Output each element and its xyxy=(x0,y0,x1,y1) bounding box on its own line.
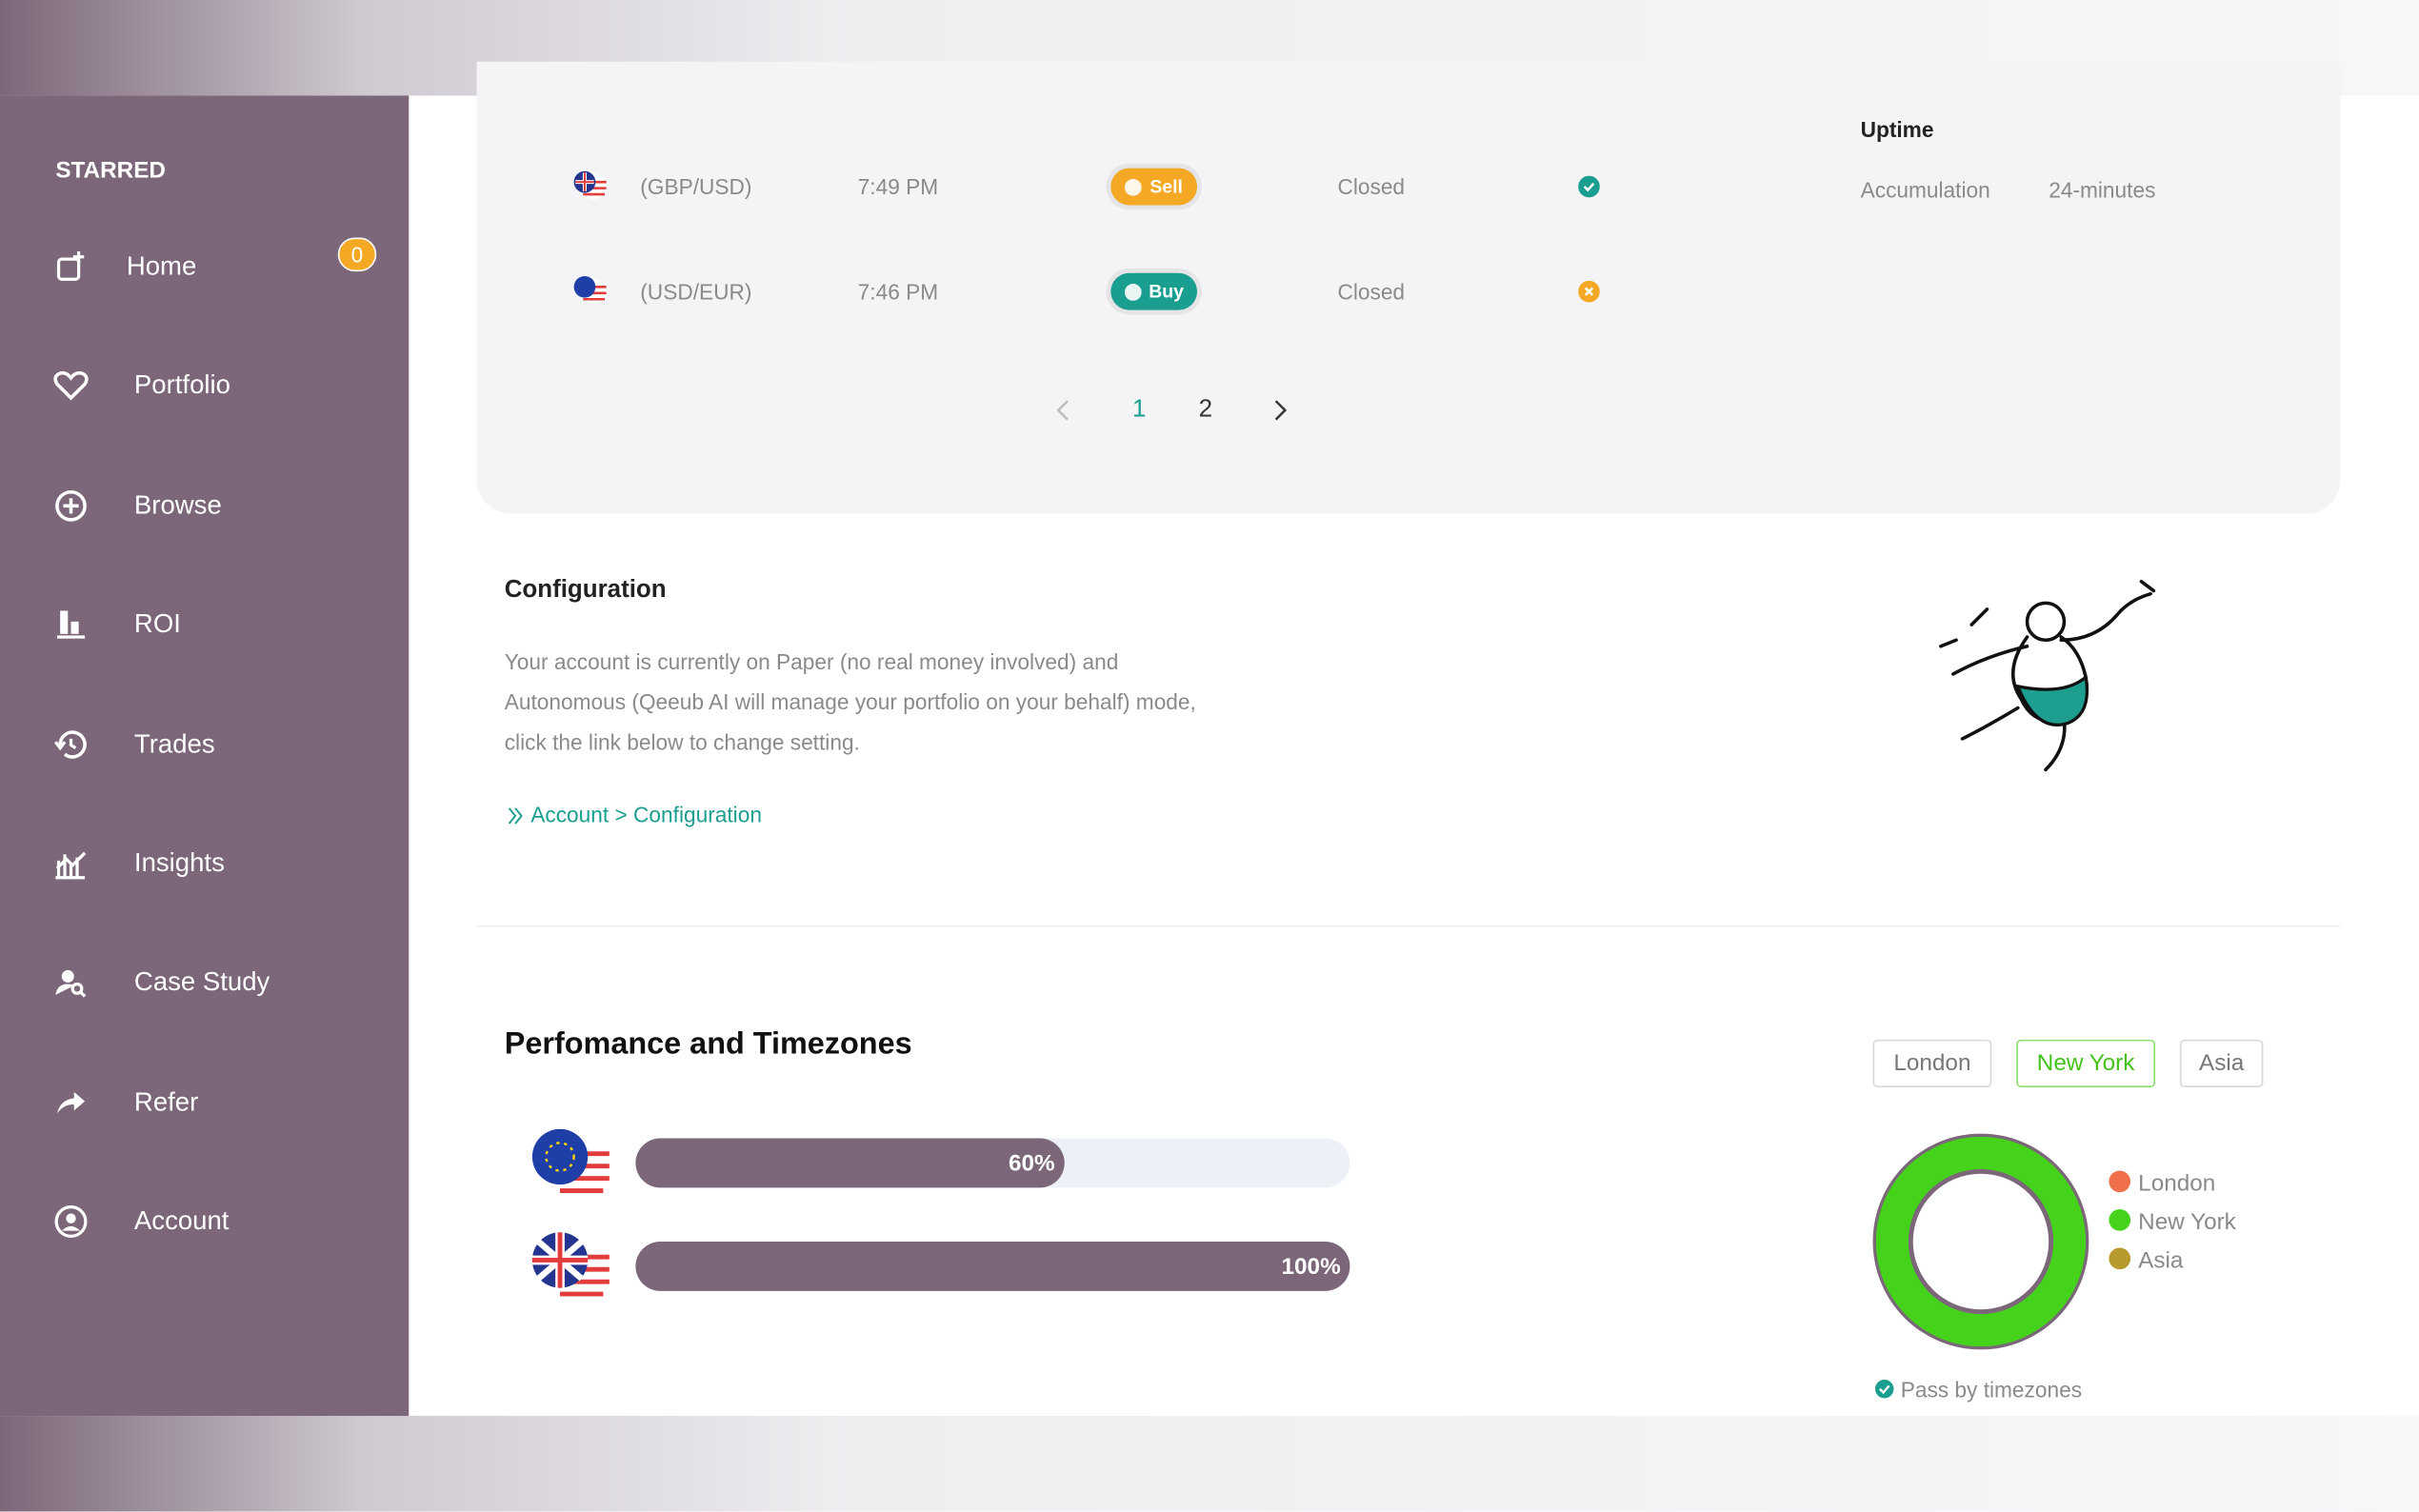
flag-eur-usd xyxy=(531,1128,610,1198)
illustration xyxy=(1939,579,2156,772)
prev-page[interactable] xyxy=(1053,398,1071,423)
uptime-value: 24-minutes xyxy=(2049,177,2156,203)
nav-item[interactable]: Home xyxy=(126,251,197,281)
next-page[interactable] xyxy=(1271,398,1289,423)
nav-item[interactable]: Trades xyxy=(133,728,215,759)
legend-label: London xyxy=(2138,1170,2216,1198)
badge-icon xyxy=(1125,178,1143,195)
nav-item[interactable]: ROI xyxy=(133,609,181,639)
action: Buy xyxy=(1149,280,1184,303)
config-title: Configuration xyxy=(504,576,667,604)
nav-item[interactable]: Refer xyxy=(133,1086,199,1117)
page-number[interactable]: 1 xyxy=(1132,396,1147,423)
timezone-tab[interactable]: London xyxy=(1872,1039,1992,1088)
timezone-tab[interactable]: Asia xyxy=(2179,1039,2264,1088)
config-text: Your account is currently on Paper (no r… xyxy=(504,648,1196,755)
legend-swatch xyxy=(2109,1170,2131,1193)
pair-flag xyxy=(573,275,607,305)
legend-swatch xyxy=(2109,1209,2131,1231)
bar-label: 100% xyxy=(1281,1253,1341,1280)
nav-icon xyxy=(56,610,86,639)
bar-fill: 60% xyxy=(635,1138,1065,1188)
performance-title: Perfomance and Timezones xyxy=(504,1026,912,1062)
sidebar: STARRED Home 0 Portfolio Browse ROI Trades Ins… xyxy=(0,95,410,1417)
legend-label: Asia xyxy=(2138,1247,2184,1275)
nav-item[interactable]: Insights xyxy=(133,847,225,878)
trades-card: Uptime Accumulation 24-minutes 1 2 (GBP/… xyxy=(476,61,2341,514)
nav-icon xyxy=(54,1205,88,1239)
nav-icon xyxy=(54,729,87,759)
nav-item[interactable]: Portfolio xyxy=(133,370,230,401)
result-icon xyxy=(1578,280,1600,303)
nav-icon xyxy=(56,1091,86,1114)
nav-badge: 0 xyxy=(337,237,377,272)
pair: (GBP/USD) xyxy=(640,174,752,199)
timezone-tab[interactable]: New York xyxy=(2016,1039,2156,1088)
nav-icon xyxy=(53,371,89,402)
badge-icon xyxy=(1124,283,1142,301)
bar-fill: 100% xyxy=(635,1242,1350,1291)
status: Closed xyxy=(1337,174,1406,199)
pass-icon xyxy=(1874,1380,1894,1399)
bar-label: 60% xyxy=(1009,1149,1055,1177)
pair-flag xyxy=(573,170,607,199)
nav-item[interactable]: Case Study xyxy=(133,967,270,998)
uptime-title: Uptime xyxy=(1860,117,1934,143)
result-icon xyxy=(1578,175,1600,198)
action: Sell xyxy=(1150,175,1183,198)
legend-label: New York xyxy=(2138,1209,2236,1236)
pair: (USD/EUR) xyxy=(640,279,752,305)
link-icon xyxy=(508,807,523,825)
nav-icon xyxy=(55,489,87,522)
flag-gbp-usd xyxy=(531,1232,610,1301)
config-link[interactable]: Account > Configuration xyxy=(530,802,762,827)
status: Closed xyxy=(1337,279,1406,305)
legend-swatch xyxy=(2109,1247,2131,1270)
time: 7:46 PM xyxy=(857,279,939,305)
donut-chart xyxy=(1872,1133,2089,1350)
donut-hole xyxy=(1912,1173,2049,1310)
nav-item[interactable]: Browse xyxy=(133,489,222,520)
divider xyxy=(476,925,2341,927)
time: 7:49 PM xyxy=(857,174,939,199)
donut-footnote: Pass by timezones xyxy=(1900,1377,2083,1403)
nav-icon xyxy=(55,970,87,999)
nav-icon xyxy=(56,251,85,281)
sidebar-heading: STARRED xyxy=(55,157,166,184)
action-badge: Sell xyxy=(1110,168,1198,206)
action-badge: Buy xyxy=(1110,272,1198,310)
page-number[interactable]: 2 xyxy=(1198,396,1213,423)
donut-segment xyxy=(1875,1136,2087,1347)
nav-icon xyxy=(55,851,87,880)
bottom-backdrop xyxy=(0,1416,2419,1512)
uptime-label: Accumulation xyxy=(1860,177,1990,203)
nav-item[interactable]: Account xyxy=(133,1206,230,1236)
